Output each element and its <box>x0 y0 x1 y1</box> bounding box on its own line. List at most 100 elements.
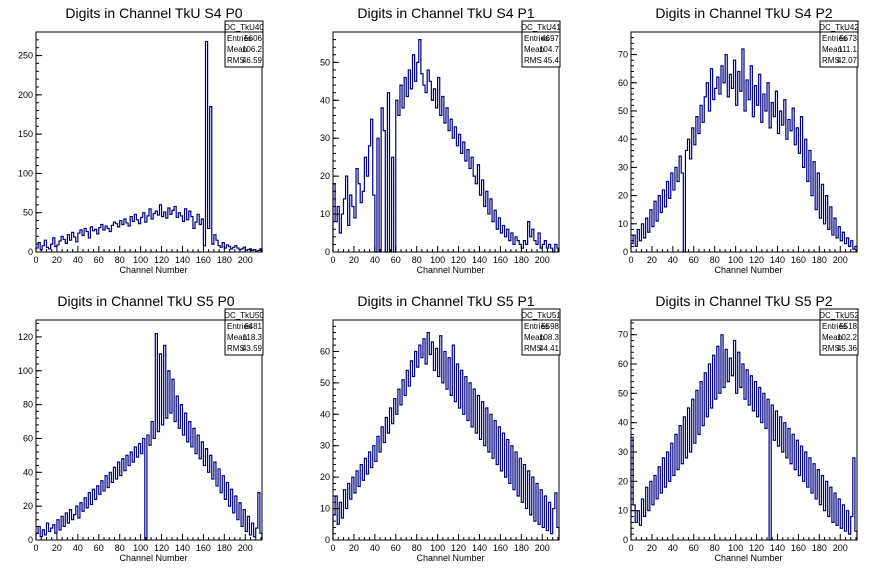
stats-rms-label: RMS <box>822 56 840 65</box>
x-tick-label: 20 <box>647 543 657 553</box>
y-tick-label: 30 <box>320 133 330 143</box>
stats-rms-value: 45.36 <box>837 344 858 353</box>
x-axis-label: Channel Number <box>416 265 484 275</box>
stats-entries-label: Entries <box>524 322 549 331</box>
stats-box-frame <box>521 308 561 356</box>
stats-mean-label: Mean <box>227 333 247 342</box>
plot-frame <box>630 319 858 541</box>
stats-box-frame <box>224 308 264 356</box>
x-axis-label: Channel Number <box>714 265 782 275</box>
stats-histogram-name: DC_TkU41 <box>521 23 561 32</box>
stats-entries-value: 5673 <box>839 34 857 43</box>
y-tick-label: 250 <box>18 51 33 61</box>
x-tick-label: 0 <box>33 543 38 553</box>
x-tick-label: 200 <box>535 255 550 265</box>
y-tick-label: 20 <box>618 476 628 486</box>
stats-histogram-name: DC_TkU51 <box>521 311 561 320</box>
plot-frame <box>630 31 858 253</box>
y-tick-label: 200 <box>18 90 33 100</box>
y-tick-label: 0 <box>325 247 330 257</box>
y-tick-label: 60 <box>320 346 330 356</box>
y-tick-label: 0 <box>623 247 628 257</box>
stats-entries-value: 6481 <box>244 322 262 331</box>
x-axis-label: Channel Number <box>119 265 187 275</box>
stats-rms-label: RMS <box>524 344 542 353</box>
chart-title: Digits in Channel TkU S5 P1 <box>357 293 534 309</box>
stats-box-frame <box>521 20 561 68</box>
y-tick-label: 30 <box>320 441 330 451</box>
x-tick-label: 160 <box>196 255 211 265</box>
x-tick-label: 60 <box>391 543 401 553</box>
x-tick-label: 80 <box>412 543 422 553</box>
stats-mean-label: Mean <box>524 45 544 54</box>
x-tick-label: 40 <box>370 543 380 553</box>
stats-entries-label: Entries <box>822 34 847 43</box>
chart-title: Digits in Channel TkU S5 P2 <box>655 293 832 309</box>
y-tick-label: 100 <box>18 168 33 178</box>
stats-rms-value: 45.4 <box>543 56 559 65</box>
x-tick-label: 100 <box>430 543 445 553</box>
x-tick-label: 40 <box>73 255 83 265</box>
x-tick-label: 160 <box>493 255 508 265</box>
x-tick-label: 0 <box>330 255 335 265</box>
y-tick-label: 70 <box>618 50 628 60</box>
x-tick-label: 100 <box>133 255 148 265</box>
stats-mean-value: 118.3 <box>243 333 263 342</box>
x-tick-label: 40 <box>668 543 678 553</box>
stats-rms-value: 42.07 <box>837 56 858 65</box>
x-tick-label: 180 <box>812 255 827 265</box>
stats-rms-label: RMS <box>524 56 542 65</box>
y-tick-label: 40 <box>320 95 330 105</box>
histogram-pad-4: Digits in Channel TkU S5 P0 0 20 40 60 80 100 1… <box>18 293 264 563</box>
y-tick-label: 50 <box>23 208 33 218</box>
y-tick-label: 120 <box>18 332 33 342</box>
histogram-pad-5: Digits in Channel TkU S5 P10 20 40 60 80 100 1… <box>320 293 561 563</box>
histogram-pad-2: Digits in Channel TkU S4 P1 0 20 40 60 80 100 1… <box>320 5 561 275</box>
chart-title: Digits in Channel TkU S5 P0 <box>57 293 234 309</box>
y-tick-label: 40 <box>320 409 330 419</box>
x-tick-label: 120 <box>154 543 169 553</box>
x-tick-label: 60 <box>391 255 401 265</box>
chart-title: Digits in Channel TkU S4 P1 <box>357 5 534 21</box>
stats-mean-value: 104.7 <box>539 45 560 54</box>
x-tick-label: 100 <box>133 543 148 553</box>
y-tick-label: 50 <box>618 106 628 116</box>
x-tick-label: 180 <box>514 255 529 265</box>
stats-rms-label: RMS <box>227 344 245 353</box>
x-tick-label: 60 <box>94 543 104 553</box>
x-tick-label: 140 <box>175 543 190 553</box>
y-tick-label: 150 <box>18 129 33 139</box>
x-tick-label: 20 <box>52 543 62 553</box>
histogram-series <box>35 40 263 252</box>
x-tick-label: 60 <box>689 543 699 553</box>
stats-mean-value: 102.2 <box>837 333 858 342</box>
stats-entries-value: 5606 <box>244 34 262 43</box>
x-tick-label: 200 <box>535 543 550 553</box>
x-tick-label: 100 <box>728 255 743 265</box>
y-tick-label: 50 <box>618 388 628 398</box>
x-tick-label: 140 <box>770 543 785 553</box>
stats-histogram-name: DC_TkU52 <box>819 311 859 320</box>
x-tick-label: 20 <box>647 255 657 265</box>
x-tick-label: 80 <box>115 543 125 553</box>
x-tick-label: 180 <box>217 543 232 553</box>
x-tick-label: 100 <box>430 255 445 265</box>
x-tick-label: 140 <box>472 255 487 265</box>
stats-entries-label: Entries <box>227 34 252 43</box>
x-tick-label: 20 <box>349 255 359 265</box>
y-tick-label: 20 <box>618 191 628 201</box>
x-tick-label: 200 <box>833 255 848 265</box>
stats-rms-label: RMS <box>227 56 245 65</box>
x-tick-label: 200 <box>238 255 253 265</box>
x-axis-label: Channel Number <box>119 553 187 563</box>
stats-entries-value: 4697 <box>541 34 559 43</box>
x-tick-label: 80 <box>710 543 720 553</box>
stats-entries-label: Entries <box>822 322 847 331</box>
stats-mean-label: Mean <box>524 333 544 342</box>
x-tick-label: 80 <box>412 255 422 265</box>
